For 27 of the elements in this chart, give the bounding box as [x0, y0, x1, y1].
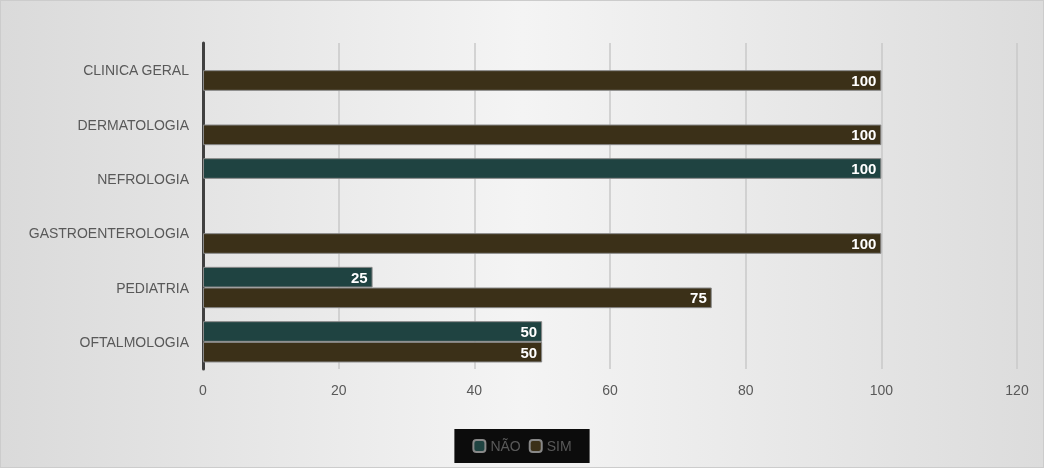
bar [203, 233, 882, 254]
bar [203, 70, 882, 91]
y-tick-label: DERMATOLOGIA [77, 116, 190, 133]
data-label: 50 [520, 323, 538, 341]
bar [203, 124, 882, 146]
legend-label: SIM [546, 438, 572, 454]
x-tick-label: 20 [330, 382, 347, 398]
data-label: 100 [851, 126, 877, 144]
y-tick-label: NEFROLOGIA [97, 170, 190, 187]
y-tick-label: OFTALMOLOGIA [79, 333, 190, 350]
legend-label: NÃO [490, 438, 521, 454]
data-label: 75 [690, 289, 707, 307]
y-tick-label: GASTROENTEROLOGIA [28, 225, 190, 242]
y-tick-label: PEDIATRIA [116, 279, 190, 296]
x-tick-label: 60 [602, 382, 618, 398]
data-label: 100 [851, 71, 877, 89]
x-tick-label: 40 [466, 382, 483, 398]
data-label: 100 [851, 160, 877, 178]
bar [203, 158, 882, 179]
data-label: 50 [520, 343, 538, 361]
x-tick-label: 120 [1005, 382, 1029, 398]
x-tick-label: 80 [737, 382, 754, 398]
x-tick-label: 0 [199, 382, 208, 398]
data-label: 100 [851, 234, 877, 252]
y-tick-label: CLINICA GERAL [83, 62, 190, 79]
data-label: 25 [350, 268, 368, 286]
x-tick-label: 100 [869, 382, 894, 398]
